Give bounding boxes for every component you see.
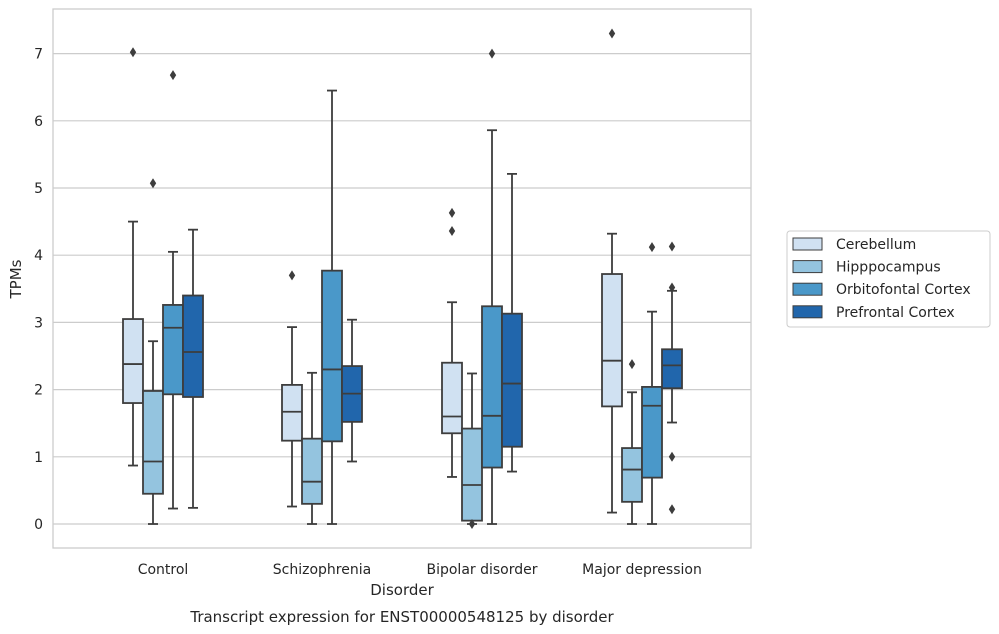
- box-iqr: [621, 447, 643, 503]
- box-iqr: [661, 348, 683, 390]
- x-tick-labels: Control Schizophrenia Bipolar disorder Majo…: [138, 562, 702, 578]
- box-plot: [321, 89, 343, 525]
- legend: Cerebellum Hipppocampus Orbitofontal Corte…: [786, 230, 991, 328]
- y-tick-label: 2: [34, 383, 43, 399]
- outlier-point: [149, 178, 157, 189]
- y-tick-label: 7: [34, 47, 43, 63]
- x-tick-label: Major depression: [582, 562, 702, 578]
- box-iqr: [461, 427, 483, 522]
- box-iqr: [142, 390, 164, 495]
- chart-caption: Transcript expression for ENST0000054812…: [189, 608, 614, 626]
- legend-label: Cerebellum: [836, 237, 916, 253]
- legend-swatch: [792, 260, 823, 274]
- y-tick-label: 1: [34, 450, 43, 466]
- plot-frame: [52, 8, 752, 549]
- box-plot: [601, 28, 623, 514]
- box-iqr: [641, 386, 663, 479]
- box-plot: [281, 270, 303, 508]
- x-tick-label: Schizophrenia: [273, 562, 371, 578]
- box-plot: [182, 228, 204, 509]
- box-plot: [481, 48, 503, 525]
- legend-label: Prefrontal Cortex: [836, 305, 955, 321]
- box-iqr: [301, 437, 323, 505]
- y-tick-label: 5: [34, 181, 43, 197]
- y-tick-label: 4: [34, 248, 43, 264]
- box-iqr: [601, 273, 623, 408]
- box-iqr: [122, 318, 144, 404]
- box-iqr: [481, 305, 503, 469]
- box-iqr: [441, 361, 463, 435]
- y-tick-label: 6: [34, 114, 43, 130]
- outlier-point: [668, 241, 676, 252]
- legend-frame: [786, 230, 991, 328]
- box-iqr: [281, 383, 303, 442]
- legend-swatch: [792, 282, 823, 296]
- box-plot: [661, 241, 683, 515]
- x-tick-label: Control: [138, 562, 189, 578]
- outlier-point: [608, 28, 616, 39]
- box-iqr: [321, 269, 343, 443]
- outlier-point: [448, 207, 456, 218]
- y-tick-labels: 0 1 2 3 4 5 6 7: [34, 47, 43, 533]
- box-plots: [122, 28, 683, 529]
- outlier-point: [648, 242, 656, 253]
- legend-label: Hipppocampus: [836, 260, 941, 276]
- legend-label: Orbitofontal Cortex: [836, 282, 971, 298]
- box-plot: [142, 178, 164, 525]
- legend-swatch: [792, 237, 823, 251]
- outlier-point: [129, 47, 137, 58]
- box-plot: [162, 70, 184, 510]
- outlier-point: [668, 282, 676, 293]
- box-plot: [122, 47, 144, 467]
- y-tick-label: 3: [34, 315, 43, 331]
- outlier-point: [448, 226, 456, 237]
- box-plot: [621, 359, 643, 525]
- y-axis-title: TPMs: [7, 259, 25, 299]
- box-plot: [461, 372, 483, 529]
- outlier-point: [668, 451, 676, 462]
- outlier-point: [488, 48, 496, 59]
- box-plot: [441, 207, 463, 478]
- box-iqr: [182, 294, 204, 398]
- outlier-point: [468, 519, 476, 529]
- x-axis-title: Disorder: [370, 581, 434, 599]
- y-tick-label: 0: [34, 517, 43, 533]
- outlier-point: [288, 270, 296, 281]
- x-tick-label: Bipolar disorder: [426, 562, 537, 578]
- box-plot: [301, 371, 323, 525]
- outlier-point: [169, 70, 177, 81]
- box-iqr: [501, 312, 523, 448]
- legend-swatch: [792, 305, 823, 319]
- outlier-point: [628, 359, 636, 370]
- box-plot: [341, 318, 363, 463]
- box-iqr: [162, 304, 184, 396]
- box-plot: [501, 172, 523, 473]
- box-plot: [641, 242, 663, 525]
- outlier-point: [668, 504, 676, 515]
